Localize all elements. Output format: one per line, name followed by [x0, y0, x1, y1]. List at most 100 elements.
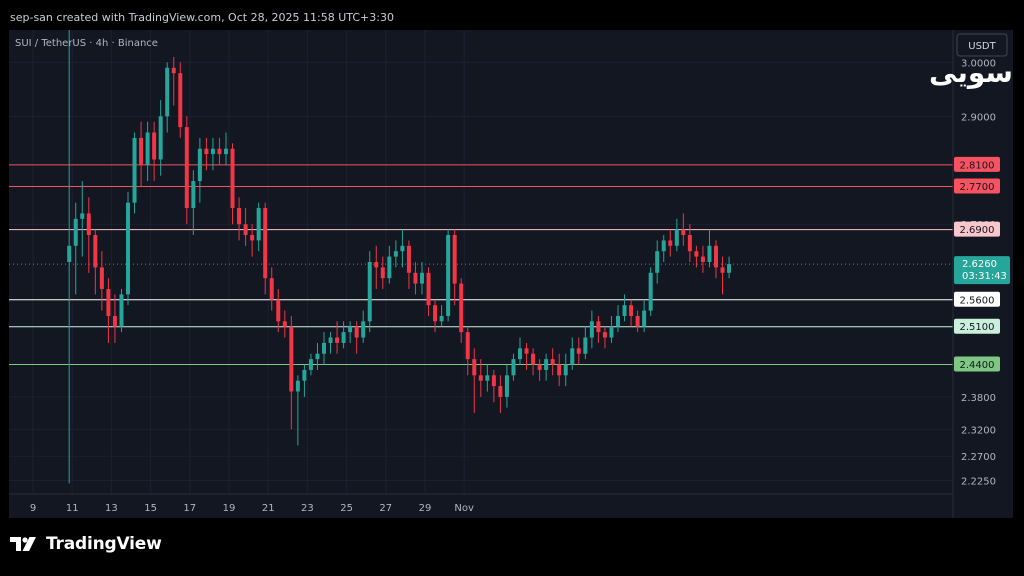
candle[interactable]: [616, 305, 620, 333]
candle[interactable]: [165, 62, 170, 133]
candle[interactable]: [557, 353, 562, 387]
candle[interactable]: [67, 30, 72, 484]
candle[interactable]: [243, 208, 248, 246]
candle[interactable]: [531, 348, 536, 376]
candle[interactable]: [295, 375, 300, 446]
candle[interactable]: [341, 321, 346, 349]
candle[interactable]: [256, 202, 261, 252]
candle[interactable]: [139, 121, 144, 187]
candle[interactable]: [106, 278, 111, 343]
candle[interactable]: [681, 213, 686, 246]
candle[interactable]: [537, 359, 542, 381]
chart-panel[interactable]: 3.00002.90002.70002.38002.32002.27002.22…: [9, 30, 1013, 518]
candle[interactable]: [518, 337, 522, 365]
candle[interactable]: [328, 332, 333, 354]
candle[interactable]: [426, 267, 431, 316]
candle[interactable]: [86, 197, 91, 273]
candle[interactable]: [563, 353, 568, 387]
candle[interactable]: [400, 229, 405, 268]
candle[interactable]: [583, 326, 588, 360]
candle[interactable]: [112, 294, 117, 343]
candle[interactable]: [478, 359, 483, 397]
candle[interactable]: [230, 143, 235, 225]
candle[interactable]: [642, 299, 647, 333]
candle[interactable]: [413, 262, 418, 295]
candle[interactable]: [302, 364, 307, 397]
candle[interactable]: [269, 267, 274, 311]
candle[interactable]: [380, 256, 385, 289]
candle[interactable]: [178, 62, 183, 138]
candle[interactable]: [472, 348, 477, 414]
candle[interactable]: [439, 305, 444, 327]
candle[interactable]: [119, 288, 124, 333]
candle[interactable]: [204, 137, 209, 171]
candle[interactable]: [674, 218, 679, 252]
candle[interactable]: [700, 245, 705, 273]
candle[interactable]: [276, 288, 281, 333]
candle[interactable]: [648, 267, 653, 316]
candle[interactable]: [217, 137, 222, 165]
candle[interactable]: [289, 315, 294, 430]
candle[interactable]: [171, 56, 176, 106]
candle[interactable]: [224, 132, 228, 165]
candle[interactable]: [420, 262, 424, 295]
candle[interactable]: [504, 364, 509, 408]
candle[interactable]: [126, 191, 130, 306]
candlestick-chart[interactable]: 3.00002.90002.70002.38002.32002.27002.22…: [9, 30, 1013, 518]
candle[interactable]: [576, 337, 581, 365]
candle[interactable]: [184, 116, 189, 225]
candle[interactable]: [687, 224, 692, 262]
candle[interactable]: [446, 229, 451, 322]
candle[interactable]: [132, 132, 137, 214]
candle[interactable]: [348, 321, 353, 343]
candle[interactable]: [250, 224, 255, 257]
candle[interactable]: [387, 245, 392, 284]
candle[interactable]: [354, 321, 359, 354]
candles[interactable]: [67, 30, 732, 484]
candle[interactable]: [491, 369, 496, 403]
candle[interactable]: [694, 245, 699, 268]
candle[interactable]: [544, 353, 549, 381]
candle[interactable]: [661, 235, 666, 262]
candle[interactable]: [459, 278, 464, 343]
candle[interactable]: [465, 326, 470, 376]
candle[interactable]: [524, 342, 529, 370]
candle[interactable]: [93, 229, 98, 295]
candle[interactable]: [393, 240, 398, 268]
candle[interactable]: [263, 202, 268, 295]
candle[interactable]: [80, 181, 85, 257]
candle[interactable]: [498, 375, 503, 414]
candle[interactable]: [622, 294, 627, 322]
candle[interactable]: [570, 337, 575, 370]
candle[interactable]: [668, 229, 673, 257]
candle[interactable]: [145, 121, 150, 182]
currency-button[interactable]: [956, 33, 1008, 57]
candle[interactable]: [152, 121, 157, 182]
tradingview-logo[interactable]: TradingView: [10, 534, 162, 554]
candle[interactable]: [635, 310, 640, 333]
candle[interactable]: [485, 364, 490, 392]
candle[interactable]: [433, 299, 438, 333]
candle[interactable]: [511, 353, 516, 381]
candle[interactable]: [197, 137, 202, 203]
candle[interactable]: [714, 240, 718, 279]
candle[interactable]: [308, 353, 313, 376]
candle[interactable]: [452, 229, 457, 306]
candle[interactable]: [210, 137, 215, 171]
candle[interactable]: [99, 251, 104, 311]
candle[interactable]: [315, 342, 320, 370]
candle[interactable]: [237, 197, 242, 241]
candle[interactable]: [367, 251, 372, 333]
candle[interactable]: [550, 348, 555, 376]
candle[interactable]: [602, 326, 607, 349]
candle[interactable]: [727, 256, 732, 279]
candle[interactable]: [335, 321, 340, 354]
candle[interactable]: [282, 310, 287, 338]
candle[interactable]: [73, 202, 78, 295]
candle[interactable]: [191, 170, 196, 236]
candle[interactable]: [158, 100, 163, 176]
time-axis[interactable]: 9 11 13 15 17 19 21 23 25 27 29 Nov: [30, 503, 474, 514]
candle[interactable]: [374, 245, 379, 289]
candle[interactable]: [596, 315, 601, 343]
candle[interactable]: [655, 240, 660, 284]
